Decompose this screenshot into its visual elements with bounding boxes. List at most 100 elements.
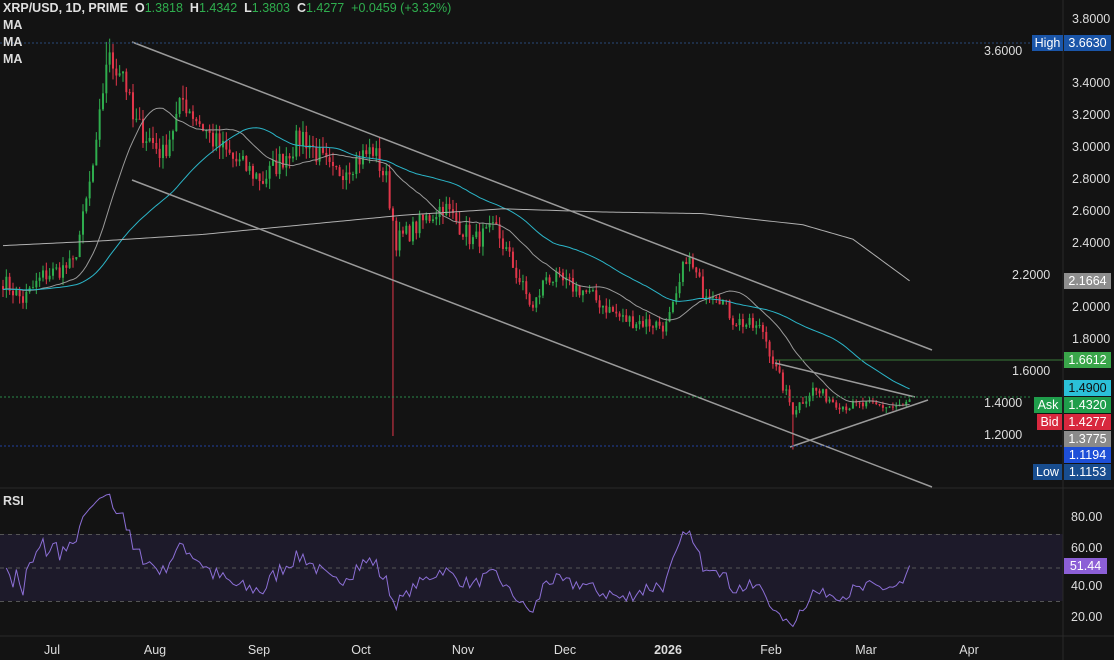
candle-body [115, 68, 118, 76]
triangle-upper-line [774, 362, 916, 398]
candle-body [891, 406, 894, 408]
candle-body [108, 52, 111, 65]
candle-body [861, 402, 864, 407]
rsi-tick: 20.00 [1071, 610, 1103, 625]
candle-body [628, 316, 631, 322]
candle-body [695, 267, 698, 273]
candle-body [208, 130, 211, 133]
candle-body [675, 293, 678, 302]
price-tick: 2.0000 [1072, 300, 1111, 314]
candle-body [408, 225, 411, 242]
candle-body [591, 290, 594, 292]
candle-body [775, 364, 778, 367]
candle-body [621, 315, 624, 317]
candle-body [341, 176, 344, 181]
candle-body [435, 217, 438, 220]
ma-indicator-1[interactable]: MA [3, 18, 23, 32]
candle-body [471, 237, 474, 245]
rsi-indicator-label[interactable]: RSI [3, 494, 24, 508]
price-tick: 2.4000 [1072, 236, 1111, 250]
candle-body [241, 155, 244, 160]
candle-body [338, 167, 341, 177]
candle-body [95, 139, 98, 166]
candle-body [685, 261, 688, 265]
candle-body [635, 324, 638, 328]
candle-body [798, 402, 801, 411]
candle-body [358, 157, 361, 165]
candle-body [791, 402, 794, 415]
candle-body [788, 389, 791, 403]
time-tick: Jul [44, 643, 60, 657]
candle-body [845, 406, 848, 411]
candle-body [51, 268, 54, 276]
candle-body [185, 99, 188, 114]
candle-body [255, 173, 258, 179]
candle-body [148, 137, 151, 142]
candle-body [281, 153, 284, 168]
candle-body [625, 315, 628, 322]
candle-body [38, 277, 41, 281]
candle-body [275, 160, 278, 175]
ma50-price-tag: 1.4900 [1064, 380, 1111, 396]
candle-body [468, 224, 471, 245]
time-tick: Feb [760, 643, 782, 657]
candle-body [485, 227, 488, 229]
candle-body [25, 291, 28, 303]
price-tick: 1.6000 [1012, 364, 1051, 378]
candle-body [825, 389, 828, 402]
rsi-line [5, 493, 911, 628]
candle-body [305, 131, 308, 149]
candle-body [805, 401, 808, 404]
candle-body [525, 281, 528, 295]
candle-body [691, 257, 694, 268]
candle-body [801, 402, 804, 404]
candle-body [368, 147, 371, 155]
candle-body [641, 321, 644, 327]
candle-body [818, 390, 821, 394]
candle-body [548, 277, 551, 283]
ma-indicator-3[interactable]: MA [3, 52, 23, 66]
candle-body [875, 402, 878, 404]
low-price-tag: 1.1153 [1064, 464, 1111, 480]
symbol: XRP/USD, 1D, PRIME [3, 1, 129, 15]
candle-body [615, 311, 618, 314]
low-label-tag: Low [1033, 464, 1062, 480]
candle-body [425, 215, 428, 221]
candle-body [778, 366, 781, 373]
close-value: 1.4277 [305, 1, 345, 15]
candle-body [698, 272, 701, 277]
price-tick: 2.2000 [1012, 268, 1051, 282]
candle-body [198, 121, 201, 125]
candle-body [35, 280, 38, 288]
ma-indicator-2[interactable]: MA [3, 35, 23, 49]
high-label: H [189, 1, 199, 15]
candle-body [551, 281, 554, 283]
candle-body [865, 401, 868, 407]
candle-body [645, 319, 648, 327]
high-label-tag: High [1032, 35, 1063, 51]
candle-body [905, 401, 908, 406]
candle-body [571, 277, 574, 292]
candle-body [831, 399, 834, 403]
candle-body [265, 178, 268, 184]
candle-body [658, 321, 661, 326]
candle-body [355, 157, 358, 175]
candle-body [611, 307, 614, 312]
candle-body [585, 290, 588, 292]
symbol-header: XRP/USD, 1D, PRIME O1.3818 H1.4342 L1.38… [3, 1, 451, 16]
candle-body [8, 276, 11, 291]
candle-body [465, 224, 468, 237]
candle-body [151, 137, 154, 143]
candle-body [835, 402, 838, 408]
candle-body [215, 133, 218, 147]
rsi-tick: 40.00 [1071, 578, 1103, 593]
candle-body [888, 406, 891, 408]
candle-body [258, 173, 261, 182]
candle-body [728, 300, 731, 319]
price-tick: 3.0000 [1072, 140, 1111, 154]
candle-body [365, 150, 368, 155]
candle-body [461, 234, 464, 237]
candle-body [545, 277, 548, 281]
